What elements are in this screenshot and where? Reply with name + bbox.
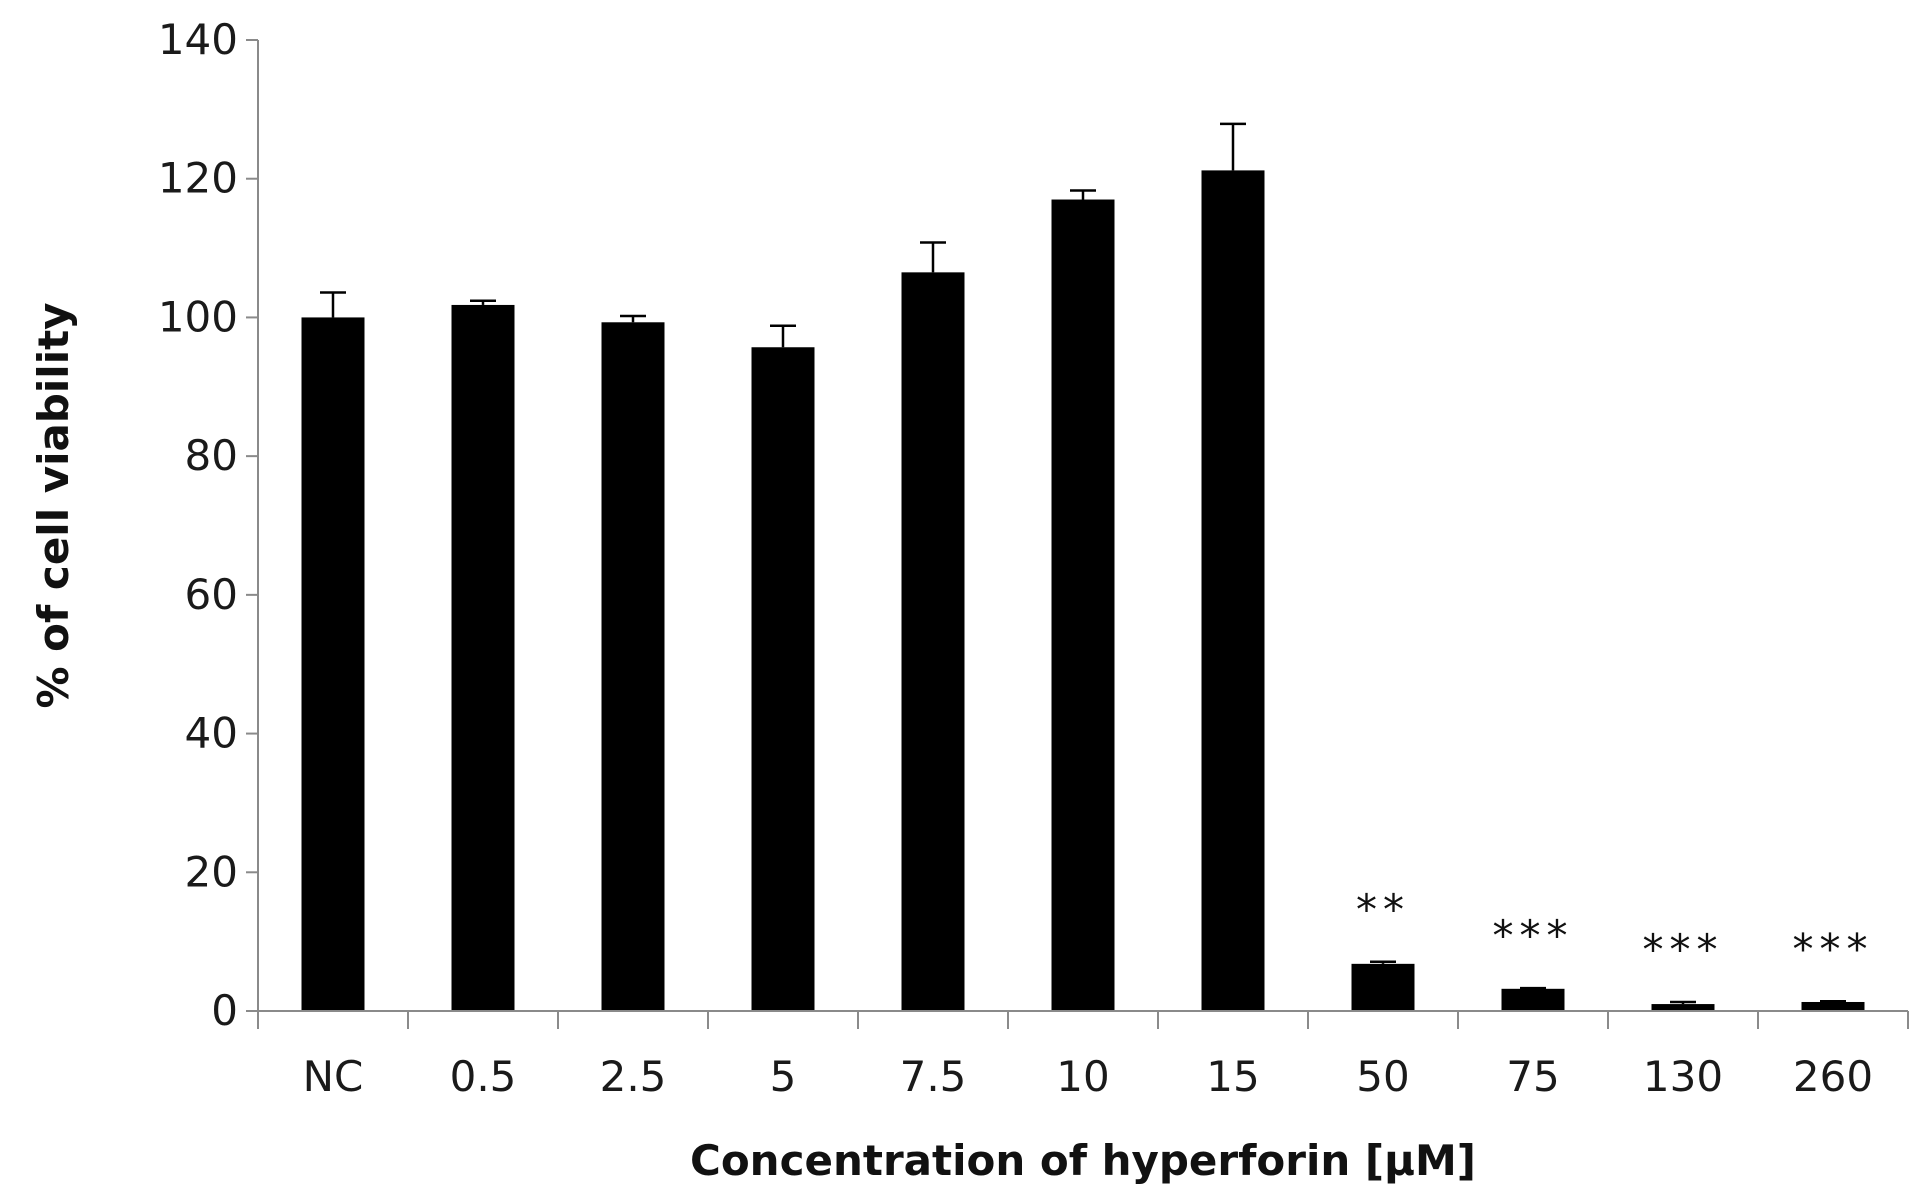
bar <box>1351 963 1415 1011</box>
x-tick-label: 130 <box>1643 1052 1723 1101</box>
x-tick-label: 7.5 <box>900 1052 967 1101</box>
x-tick-label: 15 <box>1206 1052 1259 1101</box>
bar <box>1651 1004 1715 1011</box>
bar <box>1201 170 1265 1012</box>
bar <box>1801 1001 1865 1011</box>
bars <box>301 170 1865 1012</box>
significance-label: ** <box>1356 885 1410 934</box>
x-tick-label: NC <box>303 1052 364 1101</box>
x-tick-label: 10 <box>1056 1052 1109 1101</box>
bar <box>751 347 815 1011</box>
significance-label: *** <box>1793 924 1874 973</box>
significance-label: *** <box>1643 925 1724 974</box>
x-tick-label: 2.5 <box>600 1052 667 1101</box>
bar <box>1501 988 1565 1011</box>
bar <box>901 272 965 1011</box>
error-bars <box>320 122 1846 1005</box>
x-tick-label: 50 <box>1356 1052 1409 1101</box>
y-tick-label: 40 <box>185 709 238 758</box>
y-tick-label: 0 <box>211 986 238 1035</box>
y-tick-label: 80 <box>185 431 238 480</box>
bar <box>301 317 365 1011</box>
y-tick-label: 60 <box>185 570 238 619</box>
bar <box>451 304 515 1011</box>
significance-label: *** <box>1493 911 1574 960</box>
y-tick-label: 100 <box>158 292 238 341</box>
x-axis-ticks <box>257 1011 1909 1029</box>
bar <box>601 322 665 1011</box>
bar <box>1051 199 1115 1011</box>
x-axis-tick-labels: NC 0.5 2.5 5 7.5 10 15 50 75 130 260 <box>303 1052 1873 1101</box>
x-tick-label: 0.5 <box>450 1052 517 1101</box>
y-tick-label: 140 <box>158 15 238 64</box>
y-tick-label: 20 <box>185 847 238 896</box>
y-tick-label: 120 <box>158 154 238 203</box>
x-axis-title: Concentration of hyperforin [µM] <box>690 1136 1476 1185</box>
y-axis-title: % of cell viability <box>29 302 78 708</box>
y-axis-ticks: 0 20 40 60 80 100 120 140 <box>158 15 258 1035</box>
x-tick-label: 75 <box>1506 1052 1559 1101</box>
x-tick-label: 260 <box>1793 1052 1873 1101</box>
x-tick-label: 5 <box>770 1052 797 1101</box>
significance-annotations: ***** *** *** <box>1356 885 1874 974</box>
